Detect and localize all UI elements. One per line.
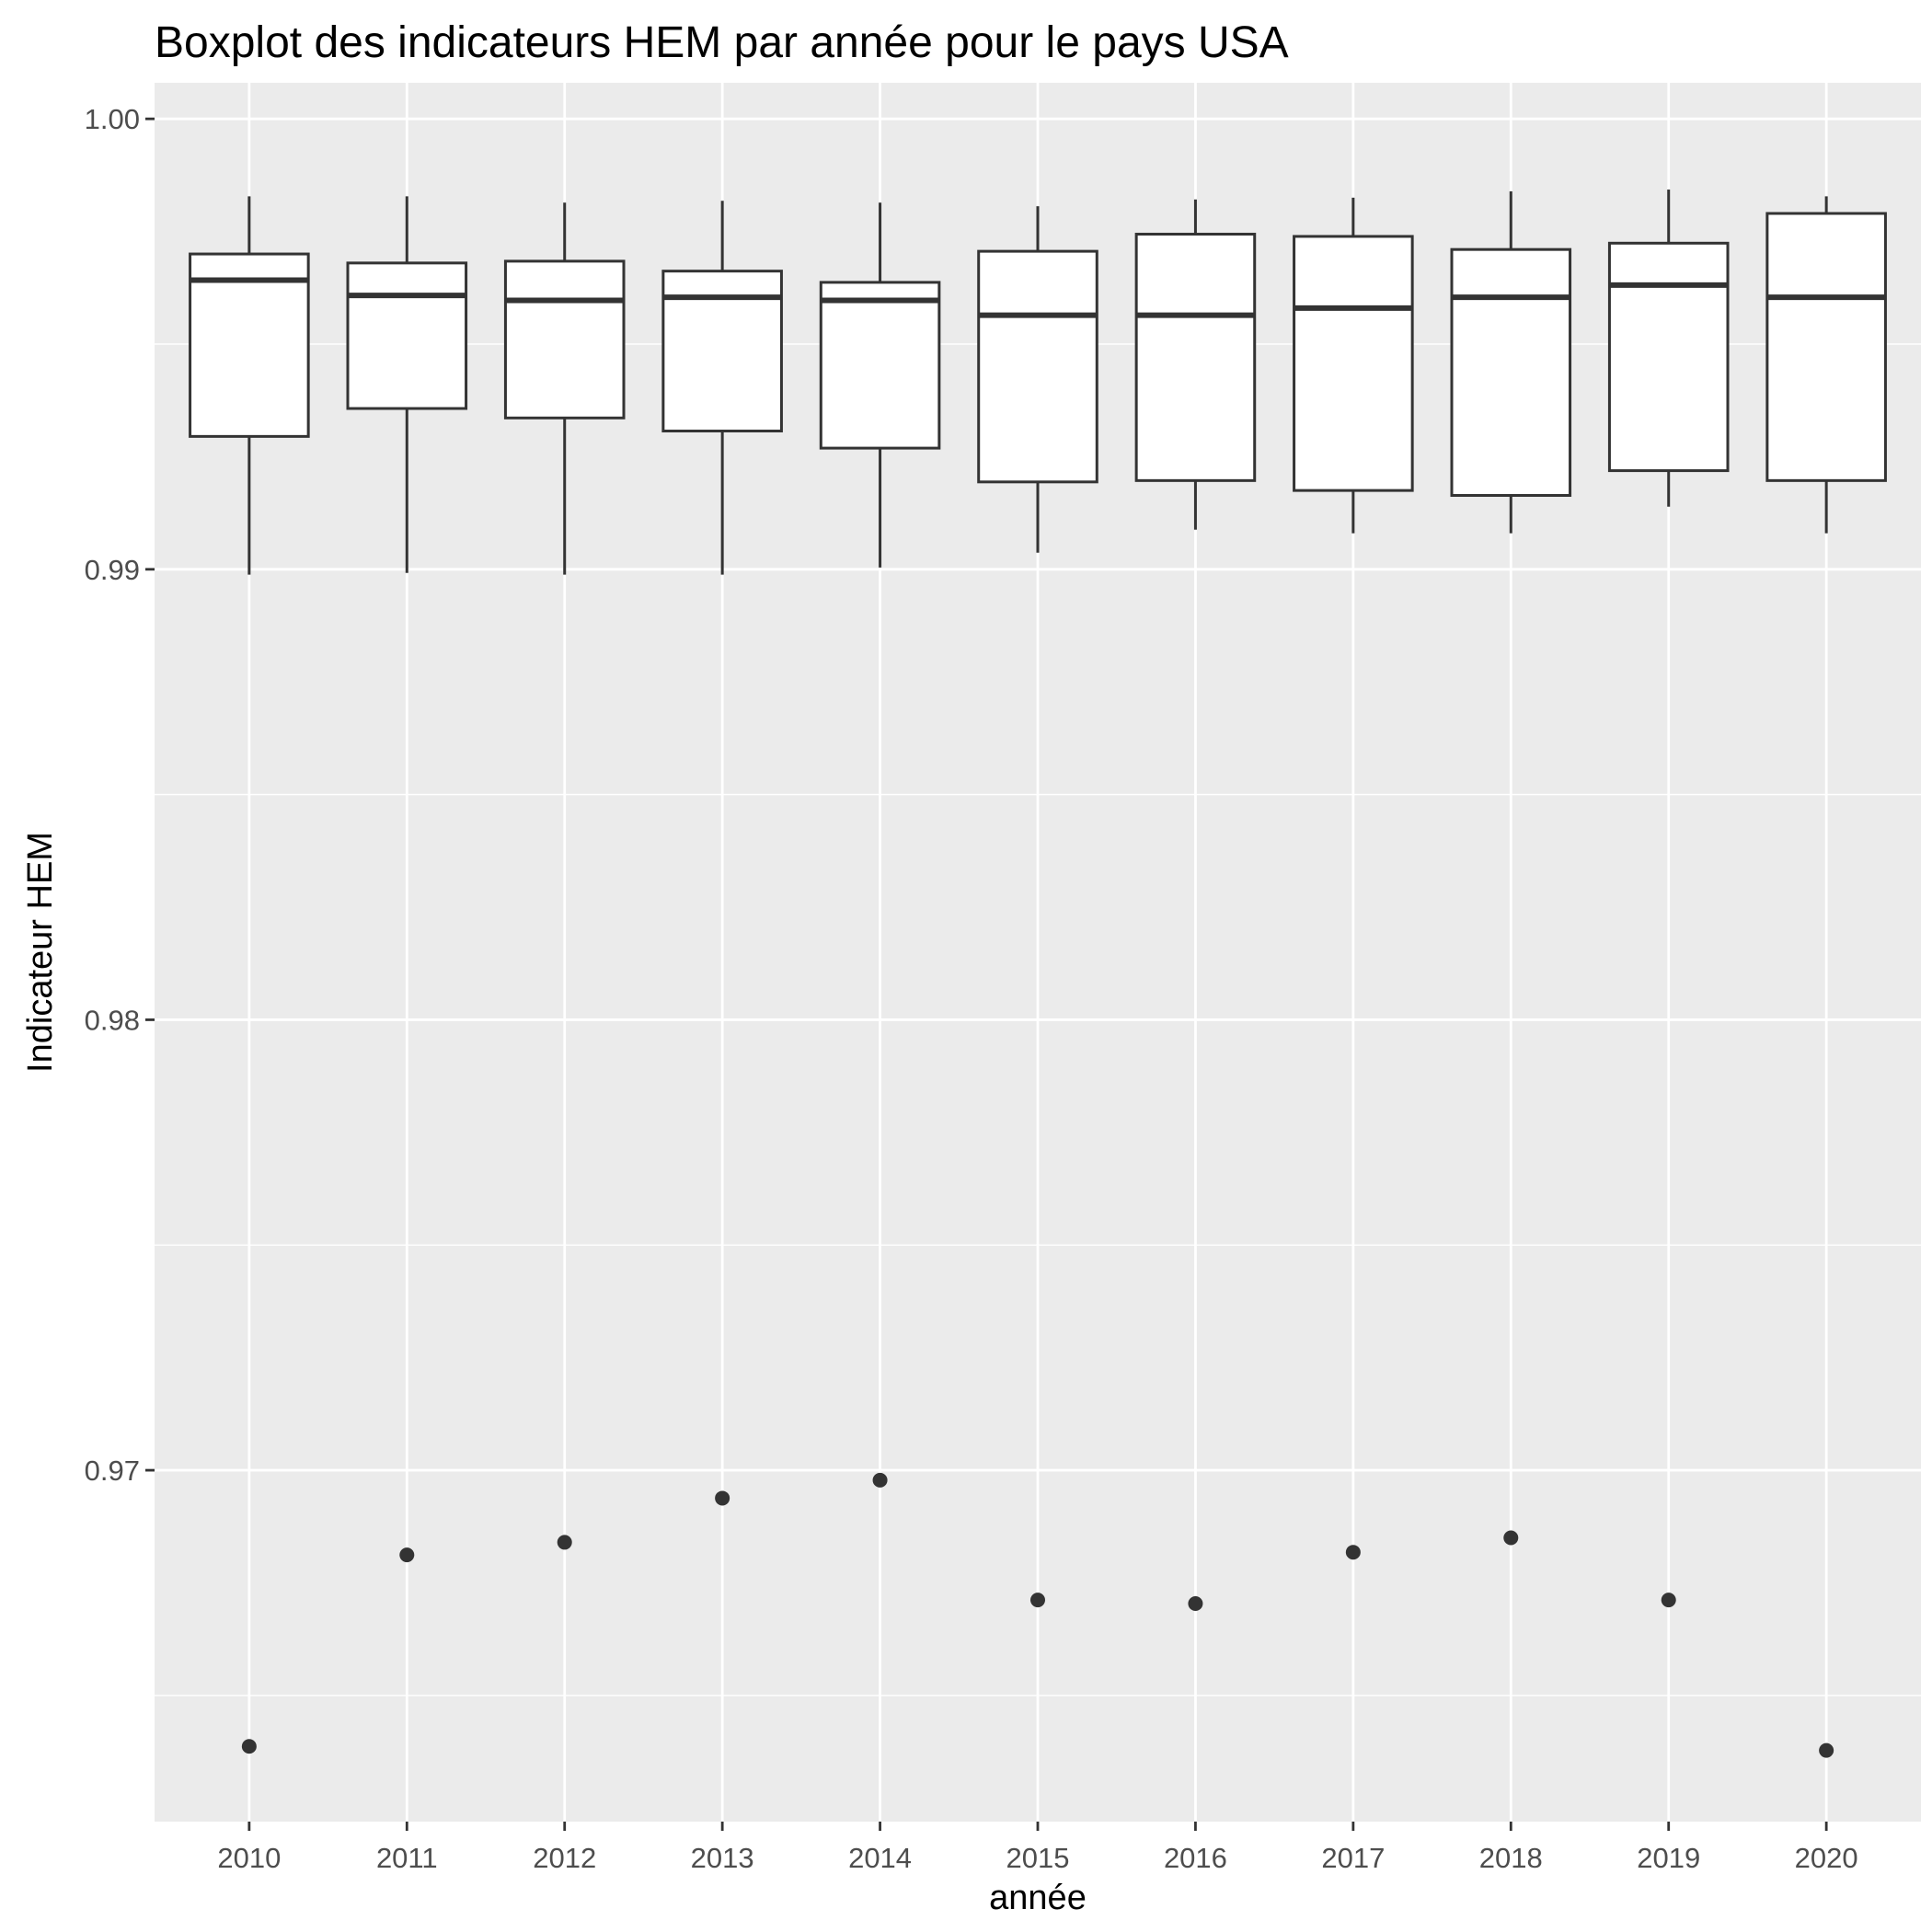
box-2012 — [503, 202, 626, 1550]
boxes — [189, 190, 1887, 1758]
outlier-point — [1345, 1545, 1361, 1560]
y-tick-label: 0.99 — [85, 554, 140, 586]
y-tick-label: 0.98 — [85, 1004, 140, 1036]
outlier-point — [399, 1547, 415, 1563]
outlier-point — [241, 1739, 257, 1754]
x-tick-label: 2019 — [1637, 1842, 1700, 1874]
box-iqr — [189, 252, 310, 438]
box-2019 — [1607, 190, 1730, 1608]
y-axis-label: Indicateur HEM — [21, 832, 60, 1073]
outlier-point — [1188, 1596, 1203, 1612]
x-tick-label: 2015 — [1006, 1842, 1070, 1874]
x-axis-label: année — [989, 1879, 1087, 1917]
box-iqr — [977, 249, 1098, 484]
y-tick-label: 0.97 — [85, 1455, 140, 1487]
x-tick-label: 2013 — [691, 1842, 754, 1874]
box-2020 — [1765, 196, 1887, 1758]
box-iqr — [1607, 241, 1730, 473]
x-axis: 2010 2011 2012 2013 2014 2015 2016 2017 2018 2019… — [217, 1822, 1858, 1874]
chart-title: Boxplot des indicateurs HEM par année po… — [155, 18, 1289, 67]
box-2014 — [819, 202, 941, 1488]
box-2016 — [1134, 199, 1257, 1612]
box-iqr — [819, 281, 941, 450]
outlier-point — [715, 1490, 730, 1506]
box-2013 — [661, 201, 783, 1506]
box-iqr — [1450, 247, 1572, 498]
outlier-point — [1819, 1742, 1834, 1758]
x-tick-label: 2014 — [848, 1842, 912, 1874]
box-iqr — [346, 261, 468, 410]
box-2015 — [977, 206, 1098, 1608]
x-tick-label: 2018 — [1479, 1842, 1543, 1874]
x-tick-label: 2020 — [1795, 1842, 1858, 1874]
outlier-point — [872, 1472, 888, 1488]
x-tick-label: 2017 — [1321, 1842, 1385, 1874]
x-tick-label: 2012 — [533, 1842, 596, 1874]
box-2010 — [189, 196, 310, 1754]
box-iqr — [1765, 212, 1887, 482]
box-iqr — [1134, 233, 1257, 482]
outlier-point — [1503, 1530, 1519, 1546]
y-axis: 0.97 0.98 0.99 1.00 — [85, 103, 155, 1487]
x-tick-label: 2011 — [376, 1842, 438, 1874]
outlier-point — [1661, 1593, 1676, 1608]
box-iqr — [1293, 235, 1414, 492]
x-tick-label: 2016 — [1164, 1842, 1227, 1874]
outlier-point — [557, 1535, 572, 1550]
box-iqr — [503, 259, 626, 420]
box-2011 — [346, 196, 468, 1563]
y-tick-label: 1.00 — [85, 103, 140, 135]
box-2017 — [1293, 197, 1414, 1560]
box-2018 — [1450, 191, 1572, 1546]
outlier-point — [1030, 1593, 1045, 1608]
x-tick-label: 2010 — [217, 1842, 281, 1874]
